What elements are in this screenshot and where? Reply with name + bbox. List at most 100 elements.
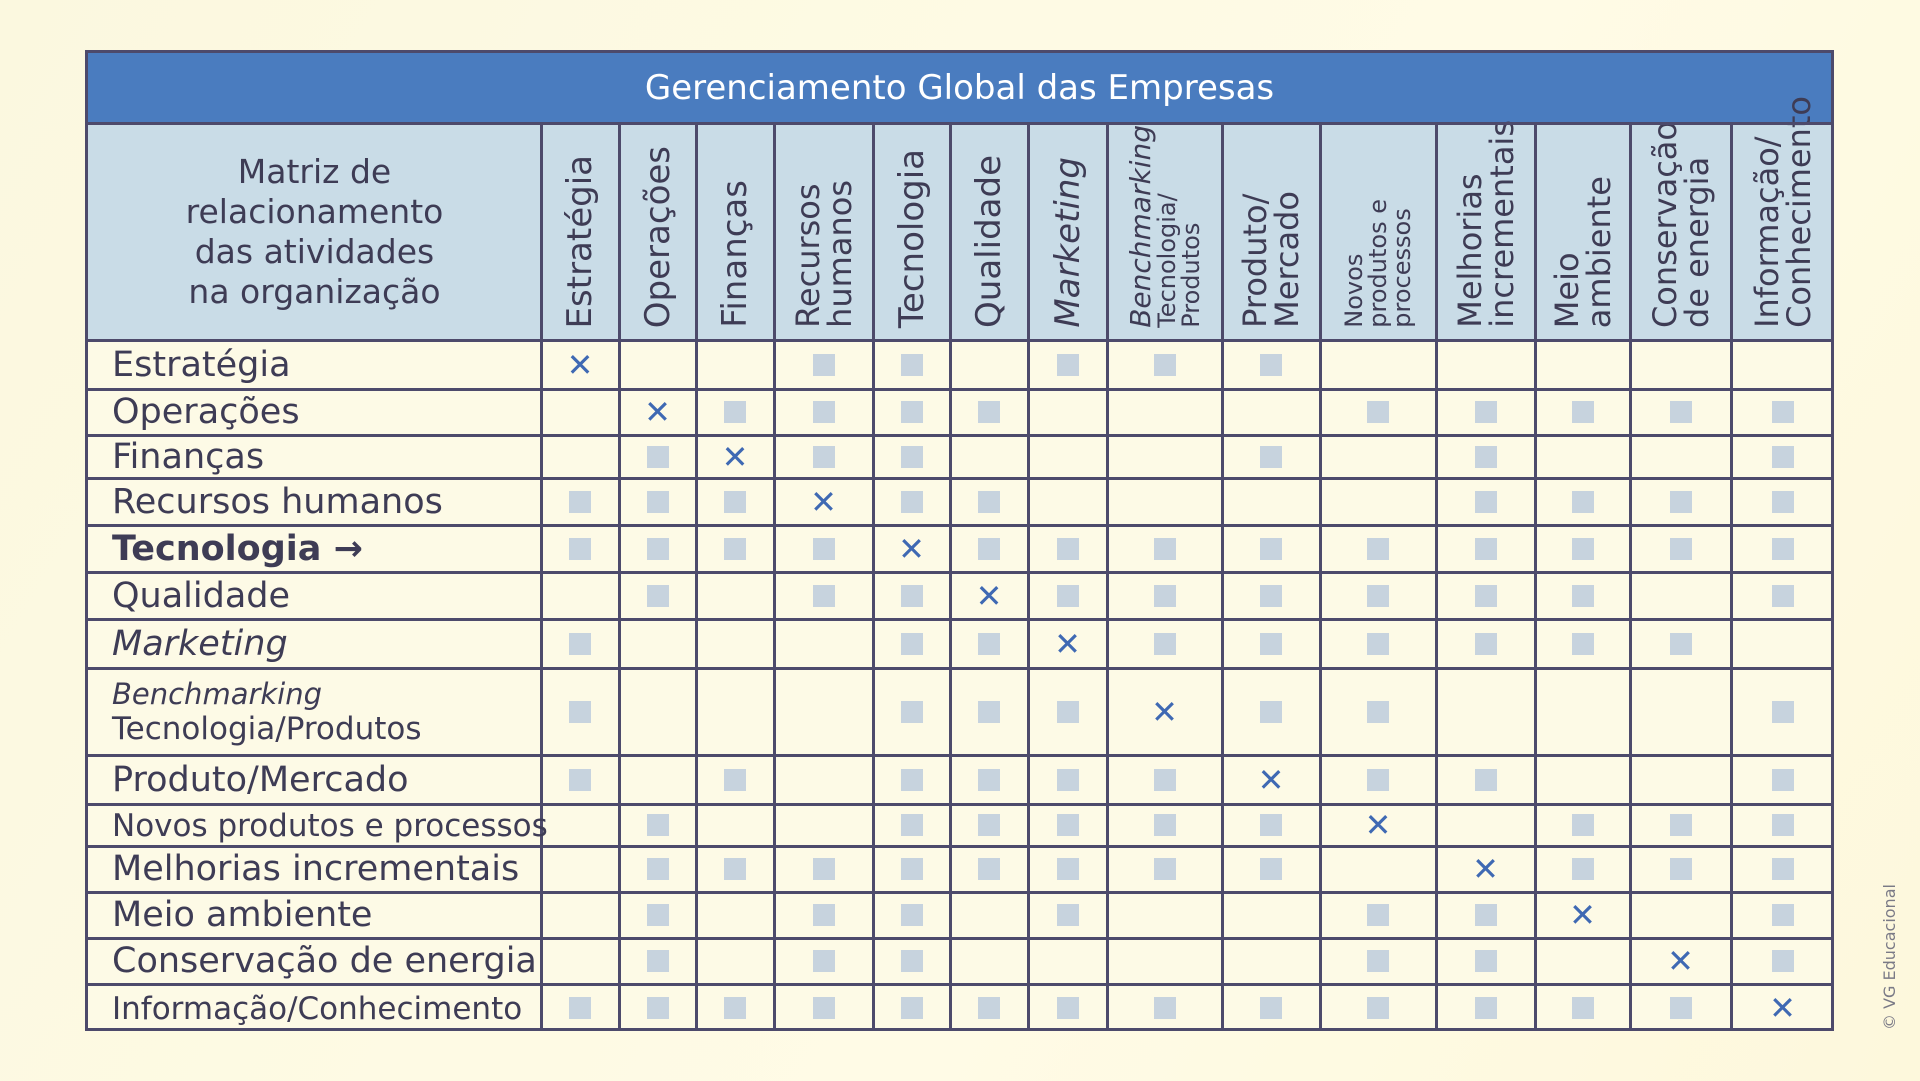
- square-icon: [1260, 445, 1282, 468]
- square-icon: [1771, 584, 1794, 607]
- row-label: Qualidade: [88, 572, 541, 619]
- relation-square: [1436, 619, 1535, 668]
- relation-square: [1731, 804, 1834, 846]
- column-header-text: Operações: [637, 145, 678, 328]
- column-header: Tecnologia: [873, 123, 950, 340]
- square-icon: [1260, 537, 1282, 560]
- row-label: Marketing: [88, 619, 541, 668]
- column-header: Marketing: [1028, 123, 1107, 340]
- square-icon: [1056, 584, 1079, 607]
- relation-square: [696, 755, 774, 804]
- column-header: Novos produtos e processos: [1320, 123, 1436, 340]
- square-icon: [900, 904, 923, 926]
- x-icon: ✕: [1364, 806, 1392, 844]
- grid-line: [88, 477, 1831, 480]
- column-header-text: Produtos: [1176, 222, 1205, 328]
- relation-square: [873, 804, 950, 846]
- square-icon: [1571, 858, 1594, 880]
- square-icon: [646, 584, 669, 607]
- relation-square: [873, 846, 950, 892]
- column-header: Operações: [619, 123, 696, 340]
- relationship-matrix: Gerenciamento Global das Empresas Matriz…: [85, 50, 1834, 1031]
- row-label-text: Melhorias incrementais: [112, 849, 520, 889]
- row-label-text: Marketing: [112, 623, 288, 664]
- relation-square: [1436, 984, 1535, 1031]
- square-icon: [1260, 584, 1282, 607]
- column-header-text: processos: [1388, 208, 1416, 328]
- row-label-text: Produto/Mercado: [112, 759, 409, 800]
- relation-square: [1630, 525, 1731, 572]
- grid-line: [88, 983, 1831, 986]
- square-icon: [1260, 814, 1282, 836]
- relation-square: [696, 846, 774, 892]
- relation-square: [1028, 668, 1107, 755]
- grid-line: [1106, 123, 1109, 1031]
- relation-square: [1107, 572, 1222, 619]
- relation-square: [1320, 755, 1436, 804]
- relation-square: [1107, 755, 1222, 804]
- square-icon: [1367, 632, 1389, 655]
- relation-square: [1028, 846, 1107, 892]
- relation-square: [950, 984, 1028, 1031]
- relation-square: [1222, 525, 1320, 572]
- square-icon: [724, 768, 746, 791]
- square-icon: [1771, 700, 1794, 723]
- square-icon: [646, 445, 669, 468]
- relation-square: [1320, 892, 1436, 938]
- relation-square: [1320, 525, 1436, 572]
- image-credit: © VG Educacional: [1880, 884, 1899, 1030]
- x-icon: ✕: [898, 529, 925, 568]
- relation-square: [619, 846, 696, 892]
- square-icon: [900, 996, 923, 1019]
- relation-square: [1222, 804, 1320, 846]
- relation-square: [873, 572, 950, 619]
- column-header-text: incrementais: [1482, 120, 1521, 328]
- square-icon: [812, 904, 835, 926]
- relation-square: [950, 668, 1028, 755]
- relation-square: [541, 755, 619, 804]
- square-icon: [978, 768, 1000, 791]
- relation-square: [950, 478, 1028, 525]
- square-icon: [1153, 537, 1176, 560]
- diagonal-x-mark: ✕: [1222, 755, 1320, 804]
- relation-square: [1630, 478, 1731, 525]
- grid-line: [1027, 123, 1030, 1031]
- grid-line: [88, 618, 1831, 621]
- column-header-text: humanos: [820, 180, 859, 328]
- relation-square: [774, 846, 873, 892]
- relation-square: [1320, 572, 1436, 619]
- square-icon: [1571, 996, 1594, 1019]
- square-icon: [1669, 996, 1692, 1019]
- column-header: Finanças: [696, 123, 774, 340]
- square-icon: [1474, 584, 1497, 607]
- relation-square: [619, 572, 696, 619]
- relation-square: [950, 755, 1028, 804]
- relation-square: [774, 435, 873, 478]
- row-label-text: Estratégia: [112, 344, 291, 385]
- relation-square: [1222, 846, 1320, 892]
- column-header: Benchmarking Tecnologia/Produtos: [1107, 123, 1222, 340]
- column-header: Qualidade: [950, 123, 1028, 340]
- relation-square: [1731, 389, 1834, 435]
- relation-square: [696, 478, 774, 525]
- relation-square: [1320, 938, 1436, 984]
- relation-square: [1028, 804, 1107, 846]
- diagonal-x-mark: ✕: [1028, 619, 1107, 668]
- column-header-text: Conservação: [1645, 120, 1684, 328]
- arrow-right-icon: →: [321, 528, 363, 569]
- square-icon: [1474, 445, 1497, 468]
- row-label: Meio ambiente: [88, 892, 541, 938]
- square-icon: [1153, 814, 1176, 836]
- diagonal-x-mark: ✕: [619, 389, 696, 435]
- x-icon: ✕: [1054, 624, 1081, 663]
- square-icon: [900, 353, 923, 376]
- column-header-text: Estratégia: [560, 154, 600, 328]
- square-icon: [1474, 401, 1497, 423]
- row-label-text: Meio ambiente: [112, 895, 373, 935]
- square-icon: [978, 700, 1000, 723]
- x-icon: ✕: [566, 345, 594, 384]
- relation-square: [1535, 572, 1630, 619]
- relation-square: [541, 984, 619, 1031]
- square-icon: [978, 537, 1000, 560]
- relation-square: [541, 668, 619, 755]
